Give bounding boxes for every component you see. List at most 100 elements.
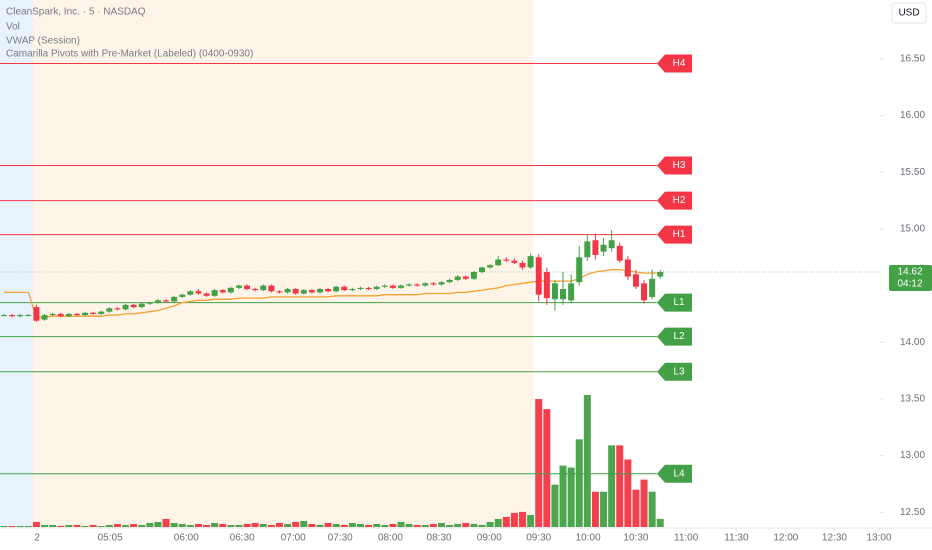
candle-body	[511, 260, 518, 263]
candle-body	[260, 285, 267, 291]
candle-body	[592, 240, 599, 255]
x-tick-label: 06:00	[174, 533, 199, 544]
chart-title: CleanSpark, Inc. · 5 · NASDAQ	[6, 7, 146, 18]
volume-bar	[438, 522, 445, 527]
volume-bar	[267, 524, 275, 527]
candle-body	[90, 312, 97, 314]
pivot-tag	[657, 293, 692, 312]
vwap-line	[4, 269, 661, 318]
volume-bar	[16, 525, 24, 527]
pivot-label: L3	[673, 366, 685, 377]
candle-body	[632, 274, 639, 287]
volume-bar	[8, 525, 16, 527]
volume-bar	[65, 524, 73, 527]
pivot-tag	[657, 54, 692, 73]
volume-bar	[292, 521, 300, 527]
volume-bar	[510, 512, 518, 527]
volume-bar	[640, 479, 648, 527]
volume-bar	[0, 525, 8, 527]
volume-bar	[429, 523, 437, 527]
candle-body	[454, 276, 461, 280]
volume-bar	[446, 524, 454, 527]
pivot-label: H4	[673, 58, 686, 69]
pivot-label: H1	[673, 229, 686, 240]
legend-entry: Camarilla Pivots with Pre-Market (Labele…	[6, 49, 253, 60]
candle-body	[470, 272, 477, 279]
candle-body	[576, 257, 583, 283]
candle-body	[130, 304, 137, 308]
candle-body	[657, 272, 664, 277]
candle-body	[49, 313, 56, 316]
candle-body	[122, 304, 129, 310]
candle-body	[9, 315, 16, 317]
candle-body	[203, 293, 210, 296]
volume-bar	[600, 491, 608, 527]
volume-bar	[543, 409, 551, 527]
candle-body	[227, 287, 234, 293]
volume-bar	[186, 524, 194, 527]
candle-body	[543, 272, 550, 299]
pivot-label: L2	[673, 331, 685, 342]
candle-body	[641, 283, 648, 301]
volume-bar	[162, 518, 170, 527]
volume-bar	[235, 524, 243, 527]
candle-body	[17, 315, 24, 317]
candle-body	[65, 313, 72, 317]
candle-body	[389, 285, 396, 288]
candle-body	[98, 311, 105, 314]
x-tick-label: 07:00	[281, 533, 306, 544]
pivot-tag	[657, 362, 692, 381]
volume-bar	[381, 524, 389, 527]
candle-body	[373, 286, 380, 289]
candle-body	[649, 278, 656, 297]
volume-bar	[340, 524, 348, 527]
candle-body	[114, 308, 121, 310]
candle-body	[333, 286, 340, 292]
x-tick-label: 2	[34, 533, 40, 544]
volume-bar	[203, 524, 211, 527]
candle-body	[519, 262, 526, 268]
volume-bar	[24, 525, 32, 527]
volume-bar	[57, 525, 65, 527]
pivot-tag	[657, 464, 692, 483]
volume-bar	[97, 525, 105, 527]
volume-bar	[413, 524, 421, 527]
volume-bar	[583, 395, 591, 527]
candle-body	[414, 284, 421, 286]
volume-bar	[559, 465, 567, 527]
pivot-tag	[657, 327, 692, 346]
x-tick-label: 05:05	[98, 533, 123, 544]
volume-bar	[648, 491, 656, 527]
candle-body	[430, 283, 437, 285]
candle-body	[219, 290, 226, 293]
candle-body	[292, 289, 299, 294]
candle-body	[82, 312, 89, 316]
candle-body	[252, 289, 259, 291]
y-tick-label: 14.00	[900, 337, 925, 348]
currency-box[interactable]	[891, 2, 927, 24]
candle-body	[535, 257, 542, 295]
candle-body	[211, 290, 218, 296]
volume-bar	[41, 524, 49, 527]
volume-bar	[365, 524, 373, 527]
candle-body	[106, 308, 113, 312]
candle-body	[195, 291, 202, 294]
volume-bar	[567, 467, 575, 527]
x-tick-label: 12:30	[822, 533, 847, 544]
volume-bar	[486, 521, 494, 527]
candle-body	[397, 285, 404, 288]
pivot-label: H2	[673, 195, 686, 206]
candle-body	[73, 313, 80, 316]
candle-body	[551, 283, 558, 300]
y-tick-label: 12.50	[900, 507, 925, 518]
candle-body	[316, 289, 323, 293]
volume-bar	[356, 523, 364, 527]
volume-bar	[535, 399, 543, 527]
pivot-label: L1	[673, 297, 685, 308]
volume-bar	[519, 511, 527, 527]
volume-bar	[324, 522, 332, 527]
volume-bar	[105, 524, 113, 527]
y-tick-label: 16.50	[900, 54, 925, 65]
x-tick-label: 10:00	[576, 533, 601, 544]
y-tick-label: 15.00	[900, 224, 925, 235]
